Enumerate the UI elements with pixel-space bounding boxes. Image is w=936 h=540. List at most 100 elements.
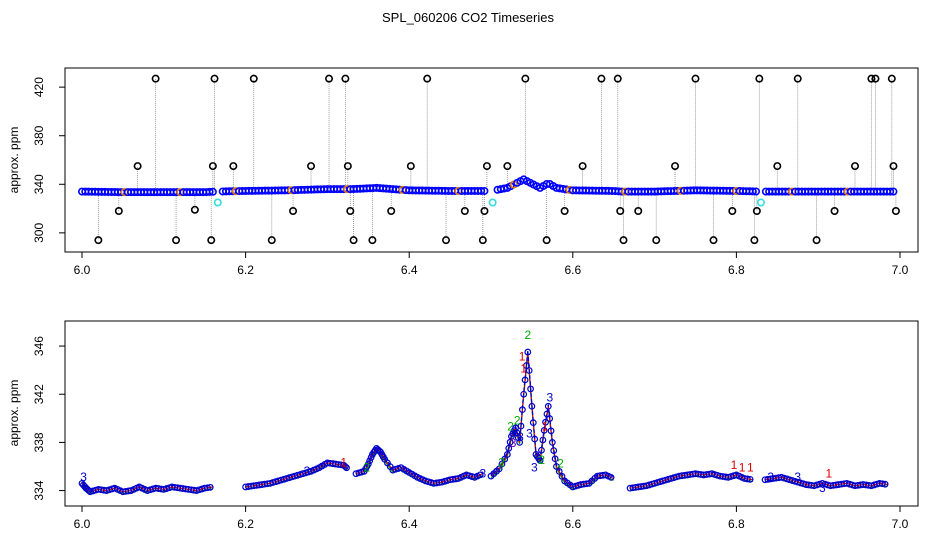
outlier-point xyxy=(755,74,764,83)
data-point xyxy=(495,465,503,473)
data-point xyxy=(498,460,506,468)
data-point xyxy=(516,439,524,446)
x-tick-label: 6.0 xyxy=(74,263,91,277)
outlier-point xyxy=(560,207,569,216)
data-point xyxy=(546,415,554,422)
x-tick-label: 6.4 xyxy=(401,517,418,531)
chart-title: SPL_060206 CO2 Timeseries xyxy=(382,10,554,25)
series-label-3: 3 xyxy=(510,436,517,450)
outlier-point xyxy=(613,74,622,83)
x-tick-label: 6.0 xyxy=(74,517,91,531)
data-point xyxy=(536,457,544,464)
outlier-point xyxy=(652,236,661,245)
outlier-point xyxy=(349,236,358,245)
flagged-point xyxy=(488,198,497,207)
data-point xyxy=(364,460,372,468)
series-label-3: 3 xyxy=(517,430,524,444)
outlier-point xyxy=(691,74,700,83)
outlier-point xyxy=(578,162,587,171)
outlier-point xyxy=(793,74,802,83)
data-point xyxy=(547,427,555,435)
data-point xyxy=(542,418,549,426)
data-point xyxy=(520,390,528,398)
outlier-point xyxy=(619,236,628,245)
outlier-point xyxy=(891,207,900,216)
data-point xyxy=(529,419,537,427)
data-point xyxy=(607,473,615,481)
series-label-1: 1 xyxy=(739,460,746,474)
x-tick-label: 7.0 xyxy=(892,517,909,531)
y-tick-label: 346 xyxy=(32,336,46,356)
outlier-point xyxy=(341,74,350,83)
x-tick-label: 6.8 xyxy=(728,263,745,277)
data-point xyxy=(517,422,525,430)
data-point xyxy=(476,471,484,479)
outlier-point xyxy=(249,74,258,83)
data-point xyxy=(343,464,350,472)
series-line-2 xyxy=(245,462,349,488)
data-point xyxy=(881,480,889,488)
series-label-3: 3 xyxy=(304,464,311,478)
data-point xyxy=(540,426,548,434)
baseline-point xyxy=(889,187,898,196)
outlier-point xyxy=(151,74,160,83)
outlier-point xyxy=(172,236,181,245)
series-label-1: 1 xyxy=(825,466,832,480)
series-label-1: 1 xyxy=(731,458,738,472)
y-tick-label: 300 xyxy=(32,223,46,243)
data-point xyxy=(551,455,559,463)
outlier-point xyxy=(709,236,718,245)
data-point xyxy=(746,475,754,483)
data-point xyxy=(341,463,349,470)
outlier-point xyxy=(812,236,821,245)
series-label-2: 2 xyxy=(524,328,531,342)
top-panel: 6.0 6.2 6.4 6.6 6.8 7.0 300 340 380 420 approx. pp… xyxy=(7,67,919,277)
y-tick-label: 340 xyxy=(32,174,46,194)
outlier-point xyxy=(889,162,898,171)
plot-frame xyxy=(64,320,919,507)
baseline-point xyxy=(886,187,895,196)
x-tick-label: 6.2 xyxy=(237,517,254,531)
series-label-1: 1 xyxy=(542,419,549,433)
data-point xyxy=(519,406,526,414)
y-tick-label: 338 xyxy=(32,432,46,452)
data-point xyxy=(527,385,534,393)
data-point xyxy=(583,480,590,488)
outlier-point xyxy=(830,207,839,216)
outlier-point xyxy=(229,162,238,171)
outlier-point xyxy=(460,207,469,216)
outlier-point xyxy=(114,207,123,216)
x-tick-label: 7.0 xyxy=(892,263,909,277)
data-point xyxy=(538,446,545,454)
data-point xyxy=(337,461,345,469)
x-tick-label: 6.6 xyxy=(564,517,581,531)
data-point xyxy=(366,457,374,465)
series-label-2: 2 xyxy=(363,460,370,474)
y-tick-label: 334 xyxy=(32,480,46,500)
series-label-2: 2 xyxy=(538,453,545,467)
series-label-1: 1 xyxy=(519,350,526,364)
series-label-2: 2 xyxy=(514,413,521,427)
x-tick-label: 6.8 xyxy=(728,517,745,531)
data-point xyxy=(503,451,511,458)
baseline-point xyxy=(500,184,509,193)
flagged-point xyxy=(756,198,765,207)
outlier-point xyxy=(482,162,491,171)
y-tick-label: 342 xyxy=(32,384,46,404)
series-label-1: 1 xyxy=(520,362,527,376)
outlier-point xyxy=(343,162,352,171)
outlier-point xyxy=(480,207,489,216)
data-point xyxy=(206,483,214,491)
outlier-point xyxy=(871,74,880,83)
data-point xyxy=(524,348,532,356)
outlier-point xyxy=(634,207,643,216)
outlier-point xyxy=(406,162,415,171)
outlier-point xyxy=(207,236,216,245)
outlier-point xyxy=(267,236,276,245)
data-point xyxy=(743,475,751,483)
series-label-3: 3 xyxy=(531,460,538,474)
flagged-point xyxy=(213,198,222,207)
x-tick-label: 6.2 xyxy=(237,263,254,277)
data-point xyxy=(85,487,93,495)
